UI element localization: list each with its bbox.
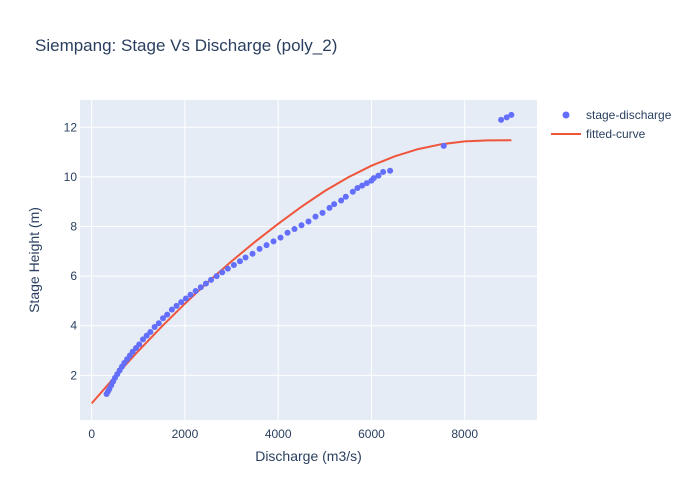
data-point-stage-discharge — [173, 302, 180, 309]
y-tick-label: 8 — [70, 220, 77, 234]
data-point-stage-discharge — [298, 222, 305, 229]
tick-labels: 0 2000 4000 6000 8000 2 4 6 8 10 12 — [64, 120, 479, 441]
data-point-stage-discharge — [263, 242, 270, 249]
data-point-stage-discharge — [168, 306, 175, 313]
data-point-stage-discharge — [440, 142, 447, 149]
data-point-stage-discharge — [349, 188, 356, 195]
y-tick-label: 10 — [64, 170, 78, 184]
data-point-stage-discharge — [236, 258, 243, 265]
data-point-stage-discharge — [160, 315, 167, 322]
data-point-stage-discharge — [375, 172, 382, 179]
legend-item-fitted-curve[interactable]: fitted-curve — [551, 127, 646, 141]
data-point-stage-discharge — [338, 197, 345, 204]
data-point-stage-discharge — [230, 261, 237, 268]
x-tick-label: 2000 — [172, 427, 199, 441]
data-point-stage-discharge — [331, 201, 338, 208]
y-tick-label: 4 — [70, 319, 77, 333]
data-point-stage-discharge — [224, 265, 231, 272]
data-point-stage-discharge — [164, 311, 171, 318]
data-point-stage-discharge — [178, 299, 185, 306]
y-tick-label: 6 — [70, 269, 77, 283]
data-point-stage-discharge — [219, 269, 226, 276]
data-point-stage-discharge — [370, 175, 377, 182]
data-point-stage-discharge — [503, 114, 510, 121]
data-point-stage-discharge — [213, 273, 220, 280]
data-point-stage-discharge — [277, 234, 284, 241]
data-point-stage-discharge — [498, 116, 505, 123]
data-point-stage-discharge — [508, 111, 515, 118]
y-tick-label: 2 — [70, 368, 77, 382]
data-point-stage-discharge — [139, 336, 146, 343]
x-tick-label: 6000 — [358, 427, 385, 441]
data-point-stage-discharge — [326, 204, 333, 211]
data-point-stage-discharge — [136, 341, 143, 348]
data-point-stage-discharge — [342, 193, 349, 200]
data-point-stage-discharge — [182, 295, 189, 302]
legend-item-stage-discharge[interactable]: stage-discharge — [562, 108, 672, 122]
data-point-stage-discharge — [270, 238, 277, 245]
data-point-stage-discharge — [197, 284, 204, 291]
data-point-stage-discharge — [380, 168, 387, 175]
x-axis-title: Discharge (m3/s) — [255, 448, 362, 464]
data-point-stage-discharge — [354, 185, 361, 192]
data-point-stage-discharge — [284, 229, 291, 236]
plot-area — [90, 111, 515, 405]
data-point-stage-discharge — [291, 225, 298, 232]
chart-title: Siempang: Stage Vs Discharge (poly_2) — [35, 36, 337, 55]
data-point-stage-discharge — [359, 182, 366, 189]
x-tick-label: 8000 — [451, 427, 478, 441]
data-point-stage-discharge — [155, 320, 162, 327]
legend[interactable]: stage-discharge fitted-curve — [551, 108, 672, 141]
data-point-stage-discharge — [319, 209, 326, 216]
data-point-stage-discharge — [249, 250, 256, 257]
data-point-stage-discharge — [187, 291, 194, 298]
legend-label-stage-discharge: stage-discharge — [586, 108, 672, 122]
data-point-stage-discharge — [387, 167, 394, 174]
y-axis-title: Stage Height (m) — [26, 207, 42, 313]
data-point-stage-discharge — [147, 328, 154, 335]
y-tick-label: 12 — [64, 120, 78, 134]
data-point-stage-discharge — [363, 180, 370, 187]
plot-background — [80, 100, 537, 420]
data-point-stage-discharge — [305, 218, 312, 225]
legend-label-fitted-curve: fitted-curve — [586, 127, 646, 141]
x-tick-label: 0 — [88, 427, 95, 441]
data-point-stage-discharge — [143, 332, 150, 339]
data-point-stage-discharge — [202, 280, 209, 287]
data-point-stage-discharge — [192, 288, 199, 295]
data-point-stage-discharge — [312, 213, 319, 220]
data-point-stage-discharge — [151, 323, 158, 330]
data-point-stage-discharge — [242, 254, 249, 261]
data-point-stage-discharge — [256, 245, 263, 252]
x-tick-label: 4000 — [265, 427, 292, 441]
legend-marker-stage-discharge — [562, 111, 570, 119]
data-point-stage-discharge — [208, 276, 215, 283]
